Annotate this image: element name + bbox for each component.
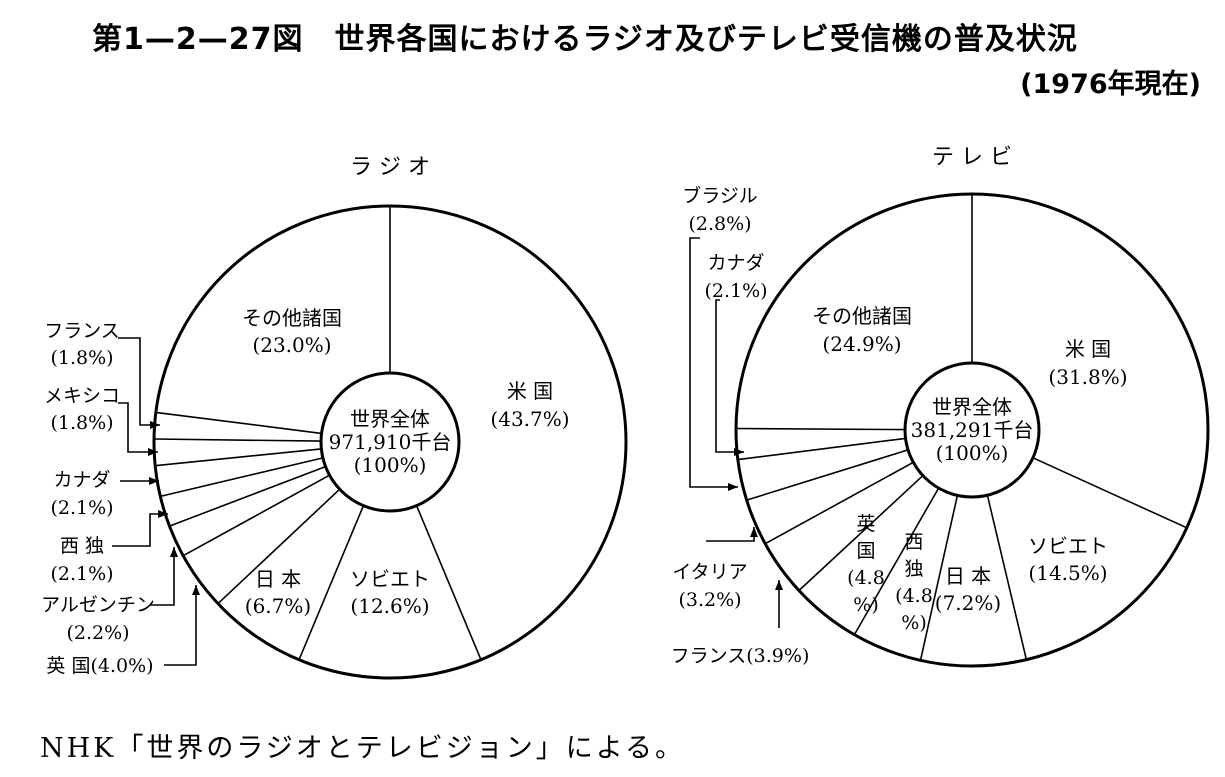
radio-leader-france — [118, 337, 160, 426]
radio-leader-mexico-arrow — [148, 448, 158, 456]
tv-leader-canada-arrow — [734, 448, 744, 456]
tv-label-soviet: (14.5%) — [1028, 561, 1107, 585]
tv-label-italy: イタリア — [672, 561, 747, 583]
tv-label-us: (31.8%) — [1048, 365, 1127, 389]
radio-leader-wgermany-arrow — [158, 510, 168, 518]
radio-label-wgermany: 西 独 — [60, 535, 104, 557]
tv-label-uk: %) — [853, 594, 878, 616]
tv-label-wgermany: %) — [901, 612, 926, 634]
radio-label-france: (1.8%) — [50, 347, 113, 369]
tv-label-other: その他諸国 — [812, 304, 912, 328]
tv-leader-brazil-arrow — [728, 483, 738, 491]
tv-label-japan: 日 本 — [945, 564, 991, 588]
radio-label-other: (23.0%) — [252, 333, 331, 357]
tv-center-label: 381,291千台 — [911, 418, 1034, 442]
radio-slice-boundary-7 — [160, 457, 324, 498]
tv-label-canada: カナダ — [707, 252, 764, 274]
tv-leader-canada — [715, 299, 744, 453]
radio-label-wgermany: (2.1%) — [50, 563, 113, 585]
radio-leader-canada-arrow — [149, 477, 159, 485]
tv-label-brazil: ブラジル — [682, 184, 758, 207]
radio-label-argentina: アルゼンチン — [41, 594, 155, 616]
radio-label-us: (43.7%) — [490, 407, 569, 431]
radio-center-label: 世界全体 — [350, 407, 430, 431]
tv-slice-boundary-10 — [735, 427, 906, 431]
radio-label-soviet: ソビエト — [350, 567, 430, 591]
tv-slice-boundary-9 — [737, 437, 906, 461]
radio-slice-boundary-6 — [169, 465, 326, 527]
radio-slice-boundary-2 — [415, 505, 482, 661]
radio-leader-argentina — [150, 547, 175, 606]
radio-label-canada: カナダ — [53, 469, 110, 491]
tv-label-uk: 英 — [856, 513, 875, 535]
radio-slice-boundary-9 — [153, 438, 322, 442]
tv-label-uk: 国 — [856, 540, 875, 562]
tv-label-wgermany: 西 — [904, 531, 923, 553]
radio-slice-boundary-10 — [155, 411, 322, 435]
radio-label-argentina: (2.2%) — [66, 622, 129, 644]
tv-label-wgermany: (4.8 — [895, 585, 933, 607]
tv-label-japan: (7.2%) — [935, 591, 1001, 615]
tv-leader-italy — [706, 527, 755, 542]
radio-center-circle — [319, 371, 461, 513]
tv-label-uk: (4.8 — [847, 567, 885, 589]
radio-label-us: 米 国 — [507, 379, 553, 403]
radio-slice-boundary-5 — [182, 474, 330, 557]
radio-slice-boundary-8 — [155, 448, 322, 467]
tv-slice-boundary-5 — [853, 487, 940, 635]
tv-slice-boundary-3 — [986, 495, 1028, 660]
tv-label-other: (24.9%) — [822, 332, 901, 356]
radio-chart-title: ラ ジ オ — [350, 155, 430, 180]
radio-label-japan: 日 本 — [255, 567, 301, 591]
tv-center-circle — [903, 361, 1041, 499]
tv-center-label: (100%) — [936, 441, 1009, 465]
radio-leader-wgermany — [112, 513, 168, 547]
tv-label-italy: (3.2%) — [678, 589, 741, 611]
tv-leader-france-arrow — [775, 580, 783, 590]
tv-labels: 米 国 (31.8%) ソビエト (14.5%) 日 本 (7.2%) 西独 (4.8%) 英国… — [671, 184, 1128, 667]
radio-slice-boundary-3 — [298, 505, 365, 661]
tv-label-brazil: (2.8%) — [688, 213, 751, 235]
tv-label-soviet: ソビエト — [1028, 534, 1108, 558]
tv-slice-boundary-7 — [764, 461, 914, 545]
tv-slice-boundary-4 — [919, 495, 959, 661]
radio-leader-uk-arrow — [192, 585, 200, 595]
radio-label-mexico: (1.8%) — [50, 412, 113, 434]
radio-center-label: 971,910千台 — [329, 430, 452, 454]
radio-label-france: フランス — [44, 320, 120, 342]
tv-leader-italy-arrow — [750, 527, 758, 537]
tv-chart-title: テ レ ビ — [932, 145, 1012, 170]
radio-leader-france-arrow — [150, 421, 160, 429]
tv-slice-boundary-8 — [746, 449, 909, 501]
source-note: NHK「世界のラジオとテレビジョン」による。 — [40, 733, 685, 764]
tv-leader-brazil — [689, 237, 738, 488]
radio-leader-uk — [164, 585, 197, 666]
radio-label-japan: (6.7%) — [245, 594, 311, 618]
radio-label-soviet: (12.6%) — [350, 594, 429, 618]
tv-label-us: 米 国 — [1065, 337, 1111, 361]
tv-label-wgermany: 独 — [904, 558, 923, 580]
radio-label-uk: 英 国(4.0%) — [46, 655, 153, 677]
radio-label-canada: (2.1%) — [50, 497, 113, 519]
tv-slice-boundary-6 — [798, 475, 924, 592]
chart-subtitle: (1976年現在) — [1020, 69, 1201, 100]
radio-slice-boundary-4 — [217, 488, 341, 605]
radio-label-other: その他諸国 — [242, 306, 342, 330]
tv-label-france: フランス(3.9%) — [671, 645, 810, 667]
radio-leader-mexico — [118, 402, 158, 453]
chart-title: 第1—2—27図 世界各国におけるラジオ及びテレビ受信機の普及状況 — [92, 22, 1078, 57]
radio-labels: 米 国 (43.7%) ソビエト (12.6%) 日 本 (6.7%) その他諸国 (23.0… — [41, 306, 569, 677]
radio-leader-argentina-arrow — [170, 547, 178, 557]
radio-center-label: (100%) — [354, 453, 427, 477]
tv-slice-boundary-2 — [1032, 457, 1188, 529]
radio-label-mexico: メキシコ — [44, 385, 120, 407]
tv-center-label: 世界全体 — [932, 395, 1012, 419]
tv-label-canada: (2.1%) — [704, 280, 767, 302]
